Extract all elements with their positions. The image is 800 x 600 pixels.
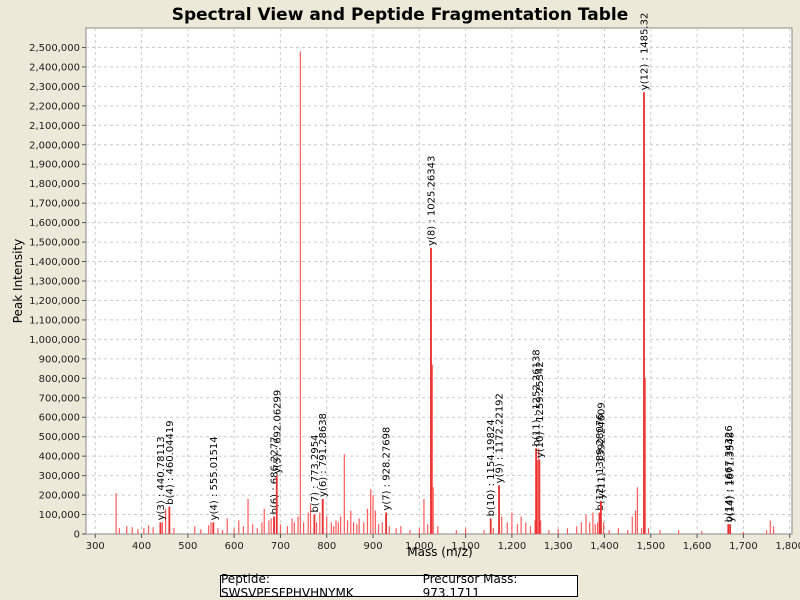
y-tick-label: 600,000 <box>39 413 80 424</box>
x-tick-label: 1,400 <box>590 541 619 552</box>
x-axis-label: Mass (m/z) <box>407 545 472 559</box>
peptide-info-box: Peptide: SWSVPESFPHVHNYMK Precursor Mass… <box>220 572 578 600</box>
peak-annotation-label: b(11) : 1252.26138 <box>532 349 543 446</box>
y-tick-label: 200,000 <box>39 491 80 502</box>
x-tick-label: 1,200 <box>498 541 527 552</box>
peak-annotation-label: y(9) : 1172.22192 <box>495 393 506 483</box>
x-tick-label: 1,100 <box>451 541 480 552</box>
peak-annotation-label: y(8) : 1025.26343 <box>427 156 438 246</box>
grid-lines <box>86 28 792 534</box>
x-tick-label: 1,600 <box>683 541 712 552</box>
y-tick-label: 1,100,000 <box>29 315 80 326</box>
x-tick-label: 900 <box>363 541 382 552</box>
y-tick-label: 1,700,000 <box>29 199 80 210</box>
x-tick-label: 600 <box>225 541 244 552</box>
x-tick-label: 500 <box>178 541 197 552</box>
peak-annotation-label: b(12) : 1389.28076 <box>595 414 606 511</box>
peak-annotation-label: y(14) : 1671.3548 <box>726 432 737 522</box>
y-tick-label: 800,000 <box>39 374 80 385</box>
x-tick-label: 300 <box>86 541 105 552</box>
peak-annotation-label: b(10) : 1154.19824 <box>486 419 497 516</box>
x-tick-label: 1,800 <box>775 541 800 552</box>
y-tick-label: 2,200,000 <box>29 101 80 112</box>
peak-annotation-label: y(4) : 555.01514 <box>209 436 220 520</box>
y-tick-label: 1,000,000 <box>29 335 80 346</box>
y-tick-label: 2,300,000 <box>29 82 80 93</box>
peak-annotation-label: y(3) : 440.78113 <box>156 436 167 520</box>
x-tick-label: 1,000 <box>405 541 434 552</box>
peak-annotation-label: b(14) : 1667.34326 <box>724 425 735 522</box>
x-tick-label: 1,700 <box>729 541 758 552</box>
y-axis-label: Peak Intensity <box>11 239 25 324</box>
peak-annotation-label: y(12) : 1485.32 <box>640 13 651 91</box>
y-tick-label: 300,000 <box>39 471 80 482</box>
peak-annotation-label: b(7) : 773.2954 <box>310 435 321 513</box>
peak-annotation-label: y(6) : 791.28638 <box>318 413 329 497</box>
peak-annotation-label: y(11) : 1392.24609 <box>596 402 607 499</box>
y-tick-label: 100,000 <box>39 510 80 521</box>
y-tick-label: 700,000 <box>39 393 80 404</box>
y-tick-label: 2,500,000 <box>29 43 80 54</box>
x-tick-label: 700 <box>271 541 290 552</box>
y-tick-label: 500,000 <box>39 432 80 443</box>
peptide-sequence: Peptide: SWSVPESFPHVHNYMK <box>221 572 354 600</box>
y-tick-label: 400,000 <box>39 452 80 463</box>
y-tick-label: 1,500,000 <box>29 238 80 249</box>
y-tick-label: 1,800,000 <box>29 179 80 190</box>
y-axis-ticks: 0 100,000 200,000 300,000 400,000 500,000 600,… <box>29 43 86 541</box>
peak-annotation-label: b(6) : 686.2277 <box>270 437 281 515</box>
peak-annotation-label: b(4) : 460.04419 <box>165 420 176 504</box>
y-tick-label: 1,400,000 <box>29 257 80 268</box>
x-axis-ticks: 300 400 500 600 700 800 900 1,000 1,100 1,200 1,30… <box>86 534 800 552</box>
y-tick-label: 1,200,000 <box>29 296 80 307</box>
x-tick-label: 800 <box>317 541 336 552</box>
x-tick-label: 1,500 <box>636 541 665 552</box>
precursor-mass: Precursor Mass: 973.1711 <box>422 572 518 600</box>
y-tick-label: 0 <box>74 530 80 541</box>
x-tick-label: 400 <box>132 541 151 552</box>
y-tick-label: 2,100,000 <box>29 121 80 132</box>
y-tick-label: 900,000 <box>39 354 80 365</box>
y-tick-label: 2,000,000 <box>29 140 80 151</box>
peak-annotation-label: y(10) : 1259.25342 <box>535 361 546 458</box>
x-tick-label: 1,300 <box>544 541 573 552</box>
y-tick-label: 2,400,000 <box>29 62 80 73</box>
peak-annotation-label: y(5) : 692.06299 <box>272 390 283 474</box>
peak-annotation-label: y(7) : 928.27698 <box>382 427 393 511</box>
y-tick-label: 1,900,000 <box>29 160 80 171</box>
y-tick-label: 1,600,000 <box>29 218 80 229</box>
chart-title: Spectral View and Peptide Fragmentation … <box>172 5 629 25</box>
y-tick-label: 1,300,000 <box>29 277 80 288</box>
